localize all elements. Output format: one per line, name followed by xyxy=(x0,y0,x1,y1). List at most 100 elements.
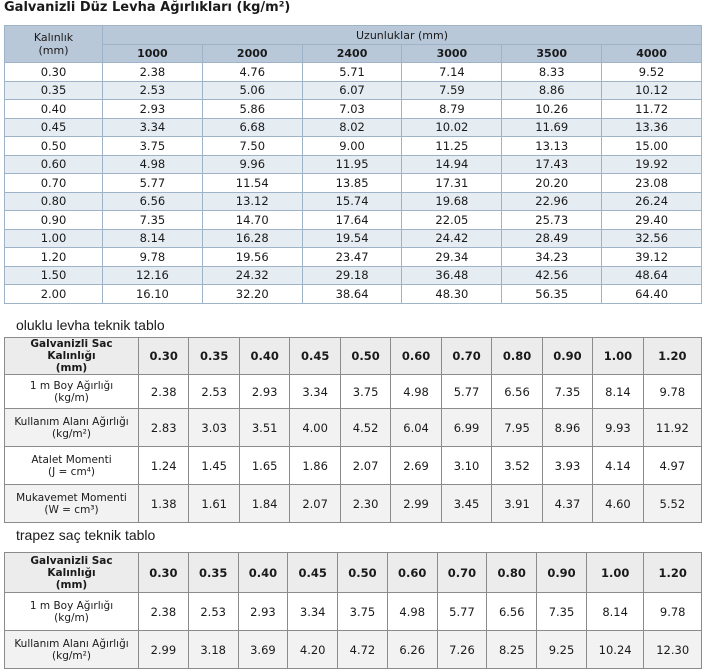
value-cell: 4.37 xyxy=(541,484,594,523)
table-row: 0.30 2.38 4.76 5.71 7.14 8.33 9.52 xyxy=(4,62,702,82)
value-cell: 7.35 xyxy=(536,592,587,631)
value-cell: 3.52 xyxy=(491,446,543,485)
weight-cell: 9.78 xyxy=(102,247,203,267)
table-row: 0.60 4.98 9.96 11.95 14.94 17.43 19.92 xyxy=(4,154,702,174)
thickness-cell: 1.20 xyxy=(4,247,103,267)
table-row: 2.00 16.10 32.20 38.64 48.30 56.35 64.40 xyxy=(4,284,702,304)
trapezoid-sheet-table: Galvanizli Sac Kalınlığı (mm) 0.30 0.35 0.4… xyxy=(4,552,702,669)
value-cell: 7.95 xyxy=(491,408,543,447)
weight-cell: 14.70 xyxy=(201,210,303,230)
thickness-cell: 2.00 xyxy=(4,284,103,304)
table-row: Mukavemet Momenti (W = cm³) 1.38 1.61 1.84 2… xyxy=(4,484,702,523)
weight-cell: 5.71 xyxy=(301,62,403,82)
weight-cell: 26.24 xyxy=(601,191,702,211)
lengths-header: Uzunluklar (mm) xyxy=(102,25,702,45)
thickness-header-cell: 0.60 xyxy=(390,337,442,375)
weight-cell: 6.07 xyxy=(301,80,403,100)
value-cell: 6.26 xyxy=(386,630,438,669)
thickness-cell: 0.60 xyxy=(4,154,103,174)
value-cell: 2.93 xyxy=(237,592,289,631)
weight-cell: 5.86 xyxy=(201,99,303,119)
thickness-cell: 0.45 xyxy=(4,117,103,137)
weight-cell: 28.49 xyxy=(501,228,603,248)
weight-cell: 20.20 xyxy=(501,173,603,193)
weight-cell: 5.06 xyxy=(201,80,303,100)
table-row: 1 m Boy Ağırlığı (kg/m) 2.38 2.53 2.93 3.34 3… xyxy=(4,374,702,409)
weight-cell: 16.28 xyxy=(201,228,303,248)
weight-cell: 11.69 xyxy=(501,117,603,137)
weight-cell: 2.93 xyxy=(102,99,203,119)
weight-cell: 23.47 xyxy=(301,247,403,267)
table-row: 0.35 2.53 5.06 6.07 7.59 8.86 10.12 xyxy=(4,80,702,100)
value-cell: 11.92 xyxy=(642,408,702,447)
weight-cell: 17.31 xyxy=(401,173,503,193)
thickness-header-cell: 0.45 xyxy=(287,552,339,593)
thickness-cell: 0.90 xyxy=(4,210,103,230)
weight-cell: 7.14 xyxy=(401,62,503,82)
weight-cell: 17.64 xyxy=(301,210,403,230)
value-cell: 6.56 xyxy=(486,592,538,631)
weight-cell: 13.13 xyxy=(501,136,603,156)
thickness-header-cell: 0.30 xyxy=(137,337,190,375)
corrugated-sheet-title: oluklu levha teknik tablo xyxy=(16,317,165,333)
value-cell: 4.72 xyxy=(337,630,388,669)
value-cell: 2.07 xyxy=(339,446,392,485)
table-row: Atalet Momenti (J = cm⁴) 1.24 1.45 1.65 1.86… xyxy=(4,446,702,485)
weight-cell: 15.00 xyxy=(601,136,702,156)
weight-cell: 16.10 xyxy=(102,284,203,304)
weight-cell: 4.98 xyxy=(102,154,203,174)
value-cell: 4.98 xyxy=(386,592,438,631)
row-label: 1 m Boy Ağırlığı (kg/m) xyxy=(4,592,139,631)
value-cell: 9.78 xyxy=(642,374,702,409)
weight-cell: 8.79 xyxy=(401,99,503,119)
thickness-header-cell: 0.90 xyxy=(536,552,587,593)
weight-cell: 4.76 xyxy=(201,62,303,82)
value-cell: 2.53 xyxy=(188,374,240,409)
thickness-cell: 1.50 xyxy=(4,265,103,285)
table-header-row: Galvanizli Sac Kalınlığı (mm) 0.30 0.35 0.4… xyxy=(4,337,702,375)
value-cell: 4.14 xyxy=(592,446,644,485)
value-cell: 3.75 xyxy=(337,592,388,631)
length-header-cell: 4000 xyxy=(601,44,702,63)
trapezoid-sheet-title: trapez saç teknik tablo xyxy=(16,527,156,543)
value-cell: 9.93 xyxy=(592,408,644,447)
table-row: 1.50 12.16 24.32 29.18 36.48 42.56 48.64 xyxy=(4,265,702,285)
thickness-header-cell: 0.80 xyxy=(486,552,538,593)
weight-cell: 12.16 xyxy=(102,265,203,285)
value-cell: 6.04 xyxy=(390,408,442,447)
thickness-cell: 0.30 xyxy=(4,62,103,82)
table-row: Kullanım Alanı Ağırlığı (kg/m²) 2.83 3.03 3… xyxy=(4,408,702,447)
value-cell: 3.51 xyxy=(238,408,291,447)
weight-cell: 9.52 xyxy=(601,62,702,82)
weight-cell: 13.12 xyxy=(201,191,303,211)
value-cell: 1.65 xyxy=(238,446,291,485)
value-cell: 1.24 xyxy=(137,446,190,485)
table-row: 0.40 2.93 5.86 7.03 8.79 10.26 11.72 xyxy=(4,99,702,119)
thickness-cell: 0.50 xyxy=(4,136,103,156)
value-cell: 3.10 xyxy=(440,446,493,485)
value-cell: 3.75 xyxy=(339,374,392,409)
value-cell: 2.07 xyxy=(289,484,341,523)
value-cell: 5.77 xyxy=(436,592,488,631)
value-cell: 4.60 xyxy=(592,484,644,523)
thickness-header-cell: 1.20 xyxy=(643,552,702,593)
value-cell: 5.52 xyxy=(642,484,702,523)
weight-cell: 7.50 xyxy=(201,136,303,156)
thickness-label: Galvanizli Sac Kalınlığı (mm) xyxy=(4,337,139,375)
weight-cell: 22.96 xyxy=(501,191,603,211)
weight-cell: 17.43 xyxy=(501,154,603,174)
weight-cell: 34.23 xyxy=(501,247,603,267)
length-header-cell: 2400 xyxy=(301,44,403,63)
weight-cell: 19.54 xyxy=(301,228,403,248)
value-cell: 9.25 xyxy=(536,630,587,669)
weight-cell: 13.36 xyxy=(601,117,702,137)
value-cell: 1.45 xyxy=(188,446,240,485)
value-cell: 1.38 xyxy=(137,484,190,523)
row-label: Kullanım Alanı Ağırlığı (kg/m²) xyxy=(4,408,139,447)
thickness-header-cell: 0.40 xyxy=(238,337,291,375)
table-row: 0.45 3.34 6.68 8.02 10.02 11.69 13.36 xyxy=(4,117,702,137)
thickness-header-cell: 0.40 xyxy=(237,552,289,593)
value-cell: 3.91 xyxy=(491,484,543,523)
weight-cell: 8.02 xyxy=(301,117,403,137)
table-row: 0.80 6.56 13.12 15.74 19.68 22.96 26.24 xyxy=(4,191,702,211)
